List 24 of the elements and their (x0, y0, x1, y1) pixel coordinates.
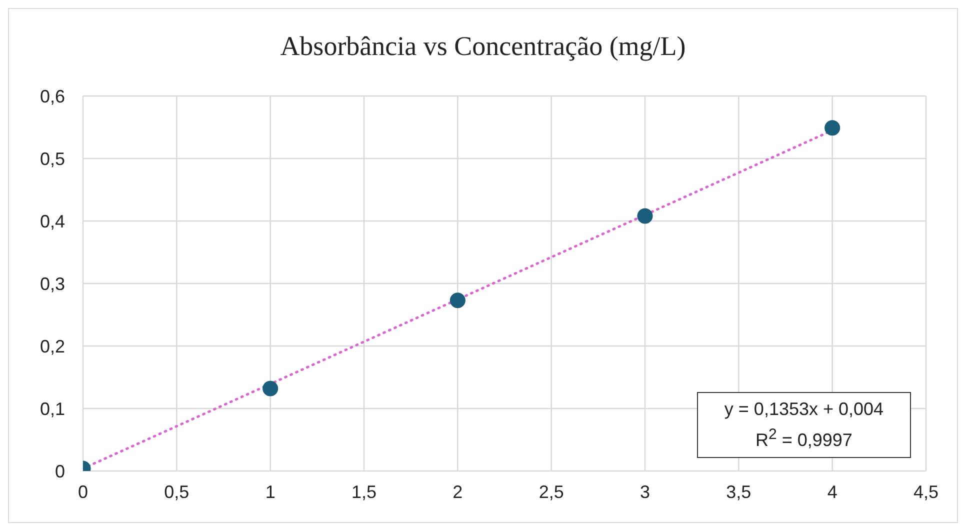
point (262, 380, 278, 396)
x-tick-label: 0 (78, 482, 88, 502)
y-tick-label: 0,5 (40, 148, 65, 169)
annotation: y = 0,1353x + 0,004 (723, 398, 885, 421)
x-tick-label: 1,5 (351, 482, 377, 502)
x-tick-label: 2 (452, 482, 463, 502)
point (824, 120, 840, 136)
y-tick-label: 0,2 (40, 336, 65, 356)
x-tick-label: 0,5 (164, 482, 190, 502)
point (637, 208, 653, 224)
x-tick-label: 1 (265, 482, 276, 502)
chart-title: Absorbância vs Concentração (mg/L) (279, 31, 687, 62)
annotation: R$^{2}$ = 0,9997 (754, 425, 854, 452)
y-tick-label: 0,4 (40, 211, 65, 232)
y-tick-label: 0,6 (40, 86, 65, 106)
x-tick-label: 4,5 (913, 482, 939, 502)
y-tick-label: 0,1 (40, 398, 65, 419)
y-tick-label: 0,3 (40, 274, 65, 294)
x-tick-label: 3 (640, 482, 650, 502)
x-tick-label: 4 (827, 482, 838, 502)
x-tick-label: 3,5 (726, 482, 752, 502)
y-tick-label: 0 (54, 461, 65, 482)
x-tick-label: 2,5 (538, 482, 564, 502)
point (450, 292, 466, 308)
